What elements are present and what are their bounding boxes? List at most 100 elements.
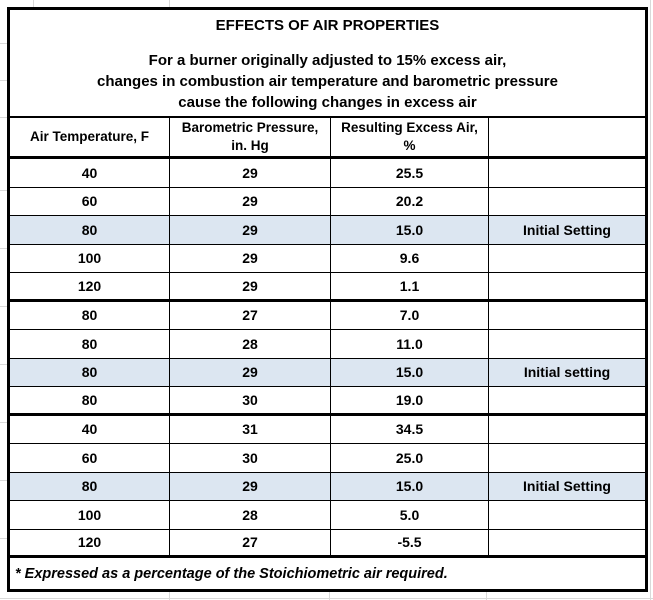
cell-pressure[interactable]: 27 xyxy=(170,529,331,555)
gridline xyxy=(0,80,7,81)
cell-pressure[interactable]: 29 xyxy=(170,273,331,299)
gridline xyxy=(0,364,7,365)
col-header-air-temp[interactable]: Air Temperature, F xyxy=(10,118,170,156)
subtitle-line-1: For a burner originally adjusted to 15% … xyxy=(148,52,507,69)
cell-pressure[interactable]: 28 xyxy=(170,330,331,358)
effects-of-air-properties-table: EFFECTS OF AIR PROPERTIES For a burner o… xyxy=(7,7,648,592)
cell-excess-air[interactable]: 25.0 xyxy=(331,444,489,472)
gridline xyxy=(169,592,170,600)
cell-pressure[interactable]: 29 xyxy=(170,358,331,386)
table-row: 120 29 1.1 xyxy=(10,273,645,302)
gridline xyxy=(33,0,34,7)
cell-excess-air[interactable]: 15.0 xyxy=(331,358,489,386)
gridline xyxy=(0,598,653,599)
cell-note[interactable] xyxy=(489,273,645,299)
gridline xyxy=(169,0,170,7)
cell-pressure[interactable]: 29 xyxy=(170,216,331,244)
cell-pressure[interactable]: 29 xyxy=(170,472,331,500)
gridline xyxy=(0,190,7,191)
col-header-resulting-excess-air[interactable]: Resulting Excess Air, % xyxy=(331,118,489,156)
table-row: 120 27 -5.5 xyxy=(10,529,645,558)
gridline xyxy=(0,306,7,307)
cell-excess-air[interactable]: 25.5 xyxy=(331,159,489,187)
cell-pressure[interactable]: 29 xyxy=(170,159,331,187)
cell-air-temp[interactable]: 80 xyxy=(10,216,170,244)
cell-pressure[interactable]: 31 xyxy=(170,415,331,443)
table-row: 80 30 19.0 xyxy=(10,387,645,416)
cell-pressure[interactable]: 27 xyxy=(170,301,331,329)
title-cell[interactable]: EFFECTS OF AIR PROPERTIES For a burner o… xyxy=(10,10,645,118)
cell-note[interactable]: Initial setting xyxy=(523,364,611,381)
cell-air-temp[interactable]: 80 xyxy=(10,358,170,386)
cell-excess-air[interactable]: 9.6 xyxy=(331,244,489,272)
col-header-resulting-excess-air-line2: % xyxy=(403,138,416,153)
col-header-barometric-pressure-line2: in. Hg xyxy=(231,138,269,153)
cell-pressure[interactable]: 30 xyxy=(170,387,331,413)
gridline xyxy=(0,422,7,423)
cell-pressure[interactable]: 29 xyxy=(170,244,331,272)
cell-excess-air[interactable]: 15.0 xyxy=(331,216,489,244)
table-title: EFFECTS OF AIR PROPERTIES xyxy=(215,17,440,34)
table-row: 40 29 25.5 xyxy=(10,159,645,188)
cell-pressure[interactable]: 30 xyxy=(170,444,331,472)
cell-note[interactable] xyxy=(489,330,645,358)
cell-air-temp[interactable]: 60 xyxy=(10,187,170,215)
table-row: 100 29 9.6 xyxy=(10,244,645,273)
cell-excess-air[interactable]: 15.0 xyxy=(331,472,489,500)
footnote-text: * Expressed as a percentage of the Stoic… xyxy=(15,565,448,582)
col-header-blank[interactable] xyxy=(489,118,645,156)
cell-note[interactable] xyxy=(489,188,645,216)
cell-note[interactable] xyxy=(489,387,645,413)
gridline xyxy=(0,248,7,249)
cell-excess-air[interactable]: 34.5 xyxy=(331,415,489,443)
cell-note[interactable]: Initial Setting xyxy=(523,478,611,495)
cell-air-temp[interactable]: 120 xyxy=(10,529,170,555)
cell-air-temp[interactable]: 80 xyxy=(10,330,170,358)
gridline xyxy=(0,538,7,539)
cell-note[interactable] xyxy=(489,416,645,444)
cell-excess-air[interactable]: -5.5 xyxy=(331,529,489,555)
cell-excess-air[interactable]: 7.0 xyxy=(331,301,489,329)
col-header-barometric-pressure[interactable]: Barometric Pressure, in. Hg xyxy=(170,118,331,156)
table-row: 100 28 5.0 xyxy=(10,501,645,530)
cell-excess-air[interactable]: 5.0 xyxy=(331,501,489,529)
cell-air-temp[interactable]: 40 xyxy=(10,159,170,187)
gridline xyxy=(650,0,651,600)
gridline xyxy=(0,480,7,481)
gridline xyxy=(486,592,487,600)
gridline xyxy=(0,43,7,44)
table-row: 40 31 34.5 xyxy=(10,415,645,444)
cell-excess-air[interactable]: 1.1 xyxy=(331,273,489,299)
table-row: 80 29 15.0 Initial Setting xyxy=(10,472,645,501)
cell-air-temp[interactable]: 120 xyxy=(10,273,170,299)
cell-excess-air[interactable]: 20.2 xyxy=(331,187,489,215)
col-header-air-temp-line1: Air Temperature, F xyxy=(29,129,150,144)
cell-air-temp[interactable]: 60 xyxy=(10,444,170,472)
cell-excess-air[interactable]: 11.0 xyxy=(331,330,489,358)
subtitle-line-3: cause the following changes in excess ai… xyxy=(178,94,477,111)
cell-air-temp[interactable]: 100 xyxy=(10,501,170,529)
cell-note[interactable] xyxy=(489,530,645,556)
col-header-resulting-excess-air-line1: Resulting Excess Air, xyxy=(341,120,478,135)
col-header-barometric-pressure-line1: Barometric Pressure, xyxy=(181,120,319,135)
cell-note[interactable]: Initial Setting xyxy=(523,221,611,238)
cell-air-temp[interactable]: 40 xyxy=(10,415,170,443)
subtitle-line-2: changes in combustion air temperature an… xyxy=(97,73,558,90)
footnote-cell[interactable]: * Expressed as a percentage of the Stoic… xyxy=(10,558,645,589)
table-row: 80 29 15.0 Initial setting xyxy=(10,358,645,387)
cell-excess-air[interactable]: 19.0 xyxy=(331,387,489,413)
cell-note[interactable] xyxy=(489,501,645,529)
cell-air-temp[interactable]: 80 xyxy=(10,387,170,413)
cell-note[interactable] xyxy=(489,302,645,330)
cell-air-temp[interactable]: 100 xyxy=(10,244,170,272)
cell-note[interactable] xyxy=(489,159,645,187)
cell-note[interactable] xyxy=(489,444,645,472)
cell-air-temp[interactable]: 80 xyxy=(10,301,170,329)
table-row: 80 27 7.0 xyxy=(10,301,645,330)
cell-air-temp[interactable]: 80 xyxy=(10,472,170,500)
cell-pressure[interactable]: 29 xyxy=(170,187,331,215)
cell-pressure[interactable]: 28 xyxy=(170,501,331,529)
cell-note[interactable] xyxy=(489,245,645,273)
table-row: 60 29 20.2 xyxy=(10,187,645,216)
